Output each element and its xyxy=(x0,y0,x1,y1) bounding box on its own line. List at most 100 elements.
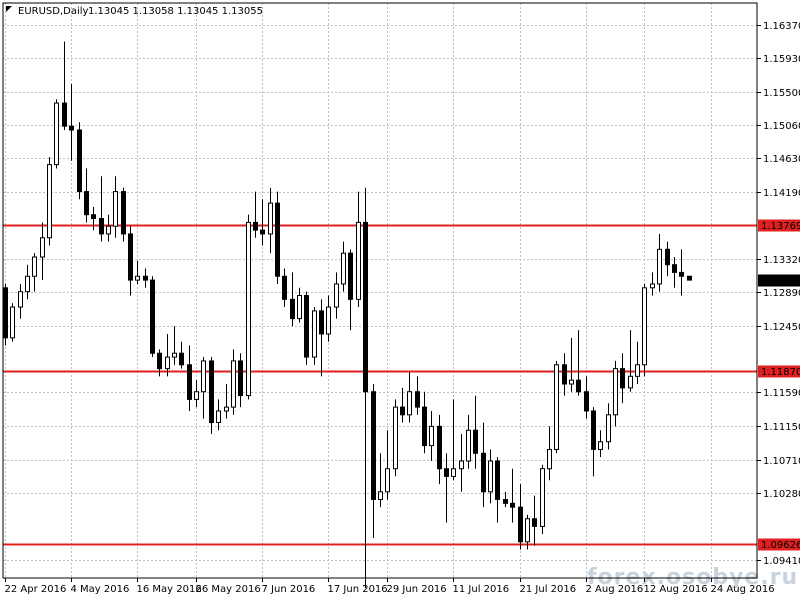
candle xyxy=(628,330,633,392)
candle-body xyxy=(290,298,295,320)
candle-body xyxy=(371,391,376,500)
candle-body xyxy=(113,191,118,227)
candle xyxy=(540,464,545,535)
candle xyxy=(209,357,214,435)
candle xyxy=(297,287,302,323)
candle xyxy=(121,187,126,242)
candle-body xyxy=(378,491,383,500)
candle xyxy=(62,41,67,131)
candle-body xyxy=(495,460,500,500)
candle-body xyxy=(429,425,434,447)
candle xyxy=(363,187,368,589)
candle-body xyxy=(275,202,280,277)
candle xyxy=(10,303,15,342)
candle xyxy=(518,484,523,550)
candle-body xyxy=(657,248,662,285)
candle-body xyxy=(554,364,559,450)
candle xyxy=(150,276,155,358)
x-tick-label: 24 Aug 2016 xyxy=(711,584,775,595)
candle xyxy=(201,357,206,419)
candle xyxy=(378,453,383,508)
candle-body xyxy=(562,364,567,385)
candle xyxy=(69,83,74,161)
y-tick-label: 1.11590 xyxy=(763,388,800,399)
candle-body xyxy=(356,221,361,300)
candle-body xyxy=(91,214,96,220)
candle-body xyxy=(54,102,59,166)
candle xyxy=(128,226,133,296)
candle-body xyxy=(10,306,15,339)
candle-body xyxy=(613,368,618,416)
candle xyxy=(393,399,398,477)
y-tick-label: 1.16370 xyxy=(763,21,800,32)
candle xyxy=(444,453,449,523)
candle-body xyxy=(260,229,265,235)
candle xyxy=(371,384,376,538)
candle-body xyxy=(69,125,74,131)
candle xyxy=(687,275,692,281)
candle xyxy=(179,341,184,369)
candle-body xyxy=(246,221,251,397)
candle xyxy=(172,326,177,365)
plot-frame xyxy=(2,2,758,579)
candle-body xyxy=(451,468,456,477)
candle xyxy=(84,168,89,223)
candle-body xyxy=(672,264,677,273)
candle-body xyxy=(385,468,390,493)
x-tick-label: 7 Jun 2016 xyxy=(262,584,316,595)
x-tick-label: 11 Jul 2016 xyxy=(453,584,510,595)
candle xyxy=(187,345,192,411)
candle-body xyxy=(393,406,398,470)
y-tick-label: 1.10710 xyxy=(763,456,800,467)
level-label: 1.09626 xyxy=(761,540,800,551)
candle xyxy=(312,307,317,365)
candle-body xyxy=(77,129,82,193)
candle xyxy=(437,414,442,485)
candle xyxy=(576,330,581,396)
candle-body xyxy=(172,352,177,358)
candle xyxy=(415,376,420,415)
level-label-bg xyxy=(758,538,800,551)
chart-menu-icon[interactable] xyxy=(6,6,12,12)
candle-body xyxy=(165,356,170,370)
candle-body xyxy=(224,406,229,412)
candle-body xyxy=(466,429,471,462)
chart-header-ohlc: 1.13045 1.13058 1.13045 1.13055 xyxy=(88,6,263,17)
candle-body xyxy=(591,410,596,450)
candle-body xyxy=(415,391,420,408)
y-tick-label: 1.12450 xyxy=(763,322,800,333)
candle xyxy=(319,299,324,377)
candle xyxy=(510,468,515,523)
x-tick-label: 12 Aug 2016 xyxy=(644,584,708,595)
candle-body xyxy=(444,468,449,477)
candle xyxy=(407,372,412,423)
candle-body xyxy=(25,275,30,293)
candle xyxy=(91,206,96,231)
candle xyxy=(584,376,589,419)
candle-body xyxy=(150,279,155,354)
candle xyxy=(554,360,559,454)
candle xyxy=(562,353,567,396)
x-tick-label: 16 May 2016 xyxy=(137,584,202,595)
candle xyxy=(679,249,684,296)
candle xyxy=(113,176,118,238)
candle-body xyxy=(422,406,427,447)
y-tick-label: 1.15500 xyxy=(763,88,800,99)
candle-body xyxy=(84,191,89,216)
candle-body xyxy=(525,518,530,543)
x-tick-label: 2 Aug 2016 xyxy=(586,584,644,595)
candle-body xyxy=(518,506,523,543)
y-tick-label: 1.09410 xyxy=(763,556,800,567)
level-label: 1.13769 xyxy=(761,221,800,232)
candle xyxy=(385,430,390,500)
candle-body xyxy=(187,364,192,400)
candle-body xyxy=(437,425,442,470)
candle xyxy=(40,222,45,281)
candle xyxy=(488,449,493,504)
candle-body xyxy=(665,248,670,266)
candle-body xyxy=(143,275,148,281)
candle-body xyxy=(576,379,581,393)
x-tick-label: 21 Jul 2016 xyxy=(520,584,577,595)
candle xyxy=(532,495,537,546)
candle xyxy=(400,387,405,423)
